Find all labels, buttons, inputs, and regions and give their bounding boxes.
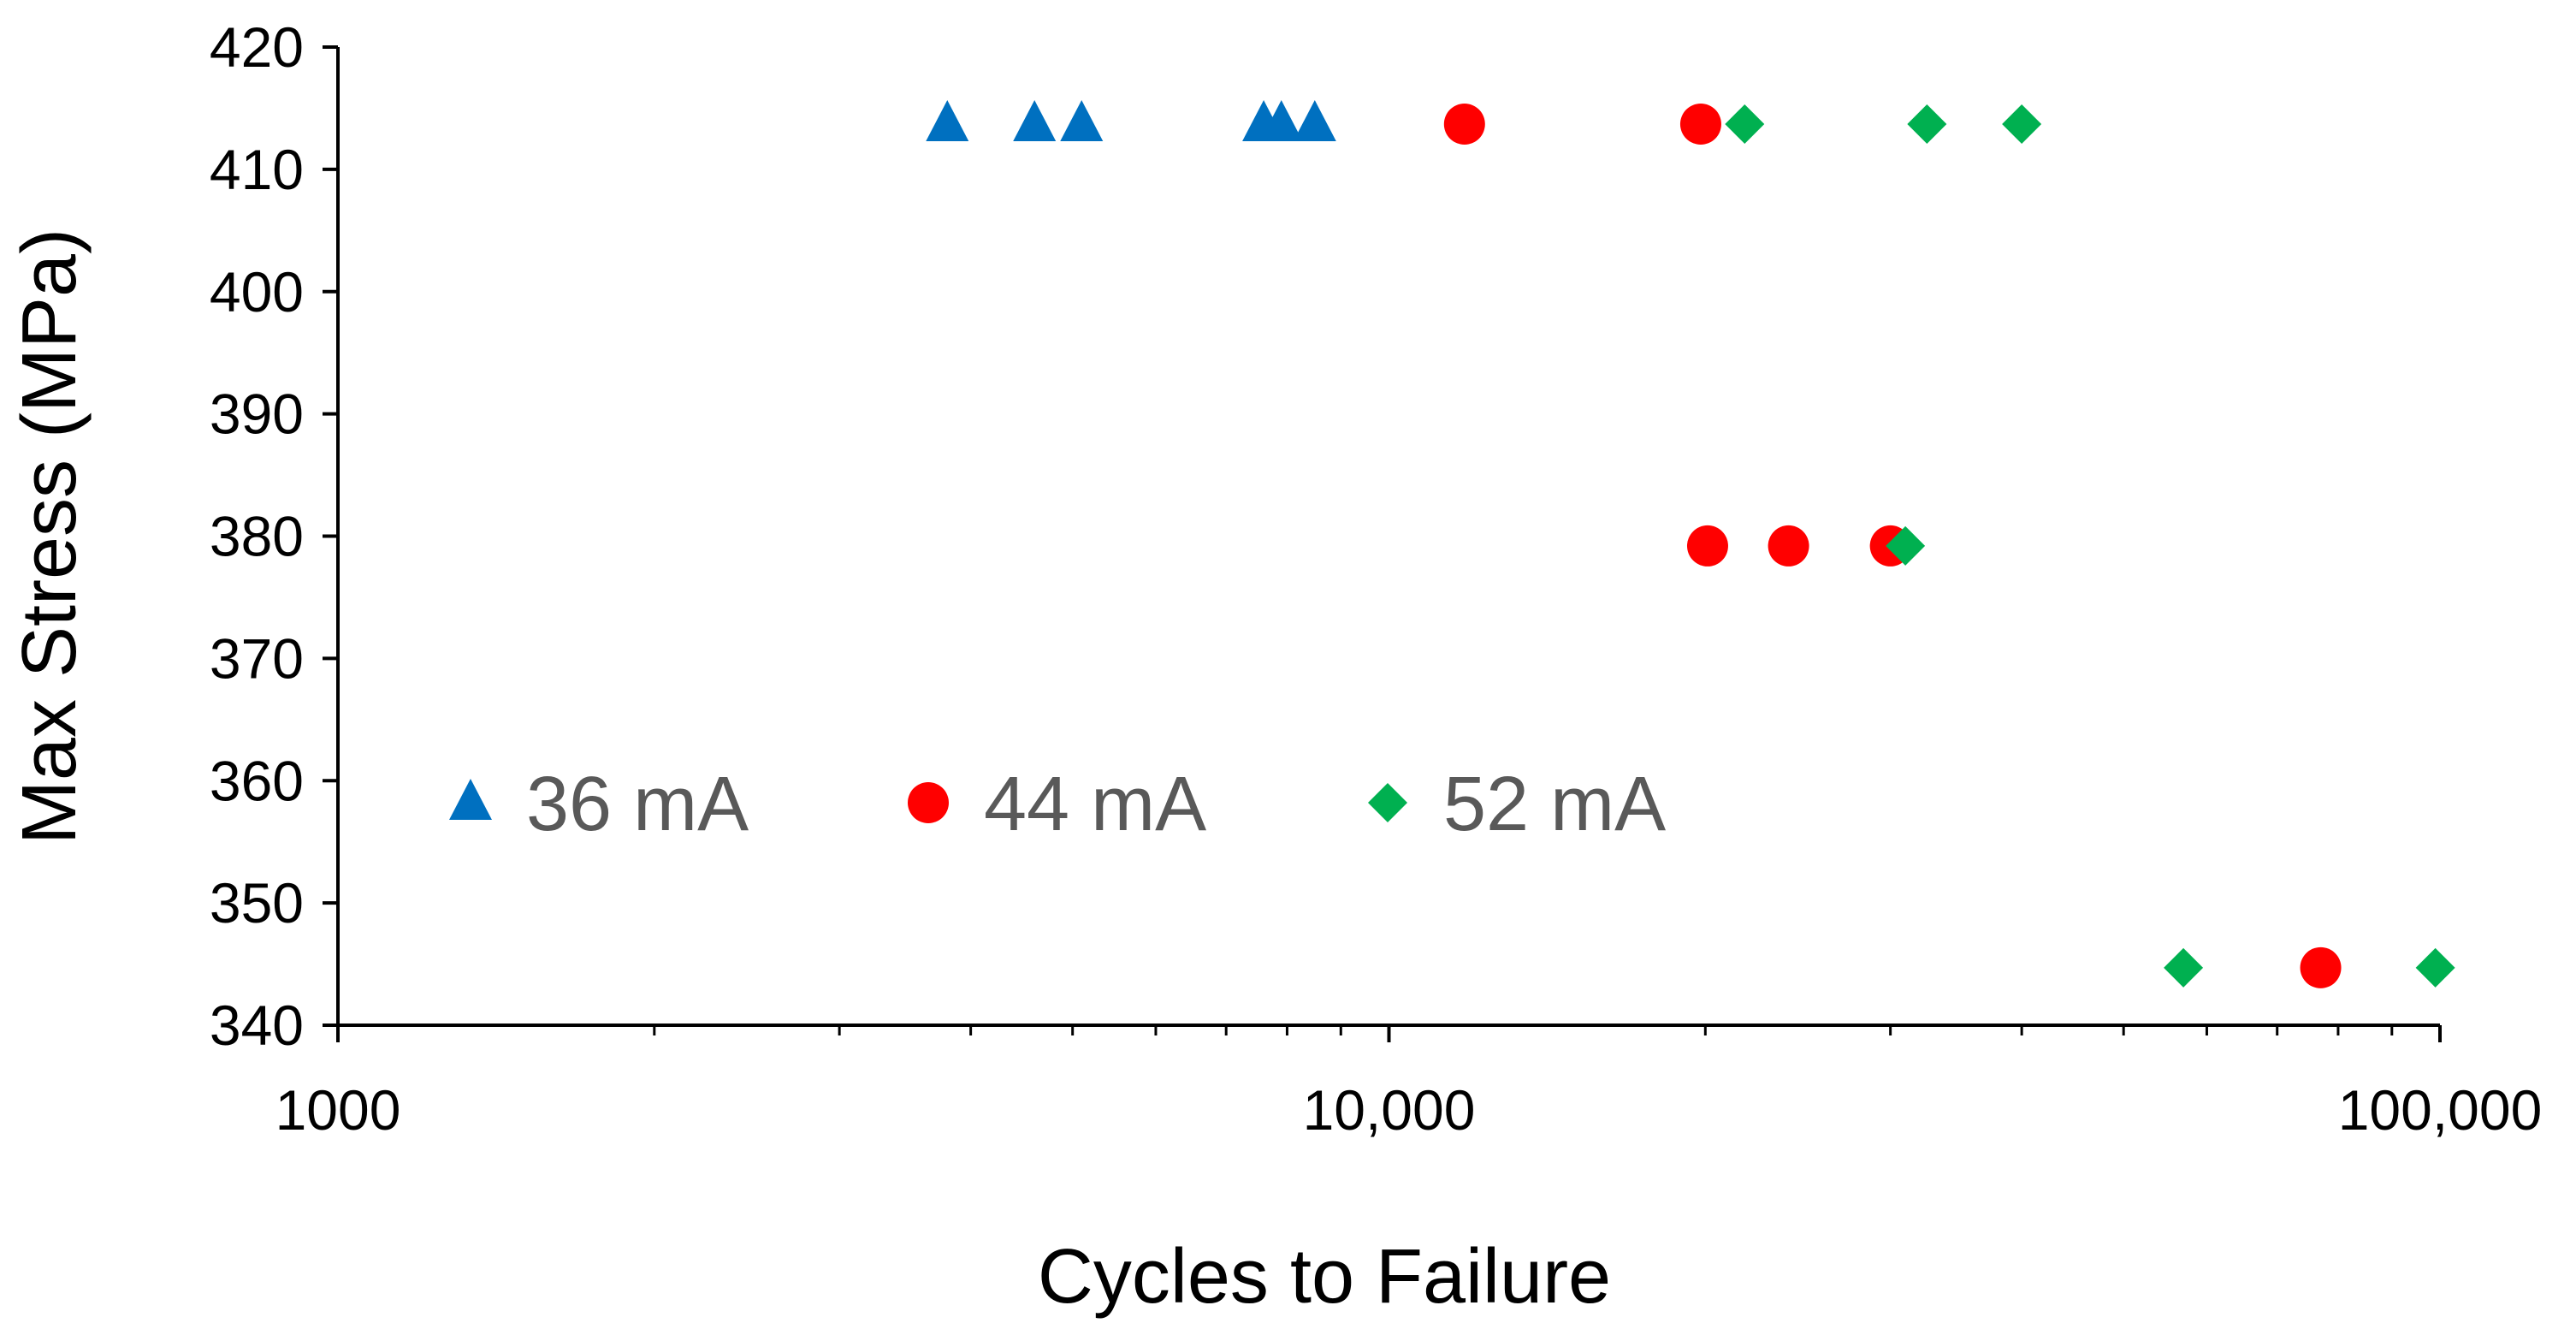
axes	[336, 47, 2440, 1027]
data-point-circle	[1686, 525, 1728, 567]
series-52-mA	[1725, 104, 2455, 988]
legend-marker-triangle	[449, 779, 492, 820]
legend-label: 52 mA	[1443, 762, 1666, 847]
data-point-diamond	[2164, 947, 2204, 988]
y-tick-label: 350	[210, 871, 304, 934]
data-point-triangle	[1060, 100, 1104, 142]
x-tick-label: 1000	[275, 1078, 401, 1142]
y-tick-label: 340	[210, 994, 304, 1057]
data-point-triangle	[1259, 100, 1303, 142]
legend-label: 36 mA	[526, 762, 749, 847]
y-tick-label: 370	[210, 626, 304, 690]
y-tick-label: 380	[210, 505, 304, 568]
data-point-diamond	[2002, 104, 2042, 145]
data-point-circle	[1679, 104, 1721, 145]
legend-item: 44 mA	[908, 762, 1206, 847]
x-ticks: 1000 10,000 100,000	[275, 1025, 2543, 1142]
data-point-diamond	[1907, 104, 1947, 145]
data-point-circle	[2300, 946, 2342, 988]
y-axis-title: Max Stress (MPa)	[7, 228, 92, 845]
legend-label: 44 mA	[984, 762, 1206, 847]
data-point-diamond	[1886, 525, 1926, 566]
y-tick-label: 400	[210, 260, 304, 323]
data-markers	[926, 100, 2455, 988]
data-point-diamond	[1725, 104, 1765, 145]
x-tick-label: 10,000	[1303, 1078, 1476, 1142]
x-tick-label: 100,000	[2338, 1078, 2543, 1142]
y-tick-label: 390	[210, 383, 304, 446]
y-tick-label: 410	[210, 138, 304, 201]
data-point-circle	[1443, 104, 1485, 145]
y-tick-label: 360	[210, 749, 304, 812]
data-point-circle	[1768, 525, 1809, 567]
data-point-diamond	[2415, 947, 2455, 988]
legend-item: 36 mA	[449, 762, 749, 847]
legend-item: 52 mA	[1368, 762, 1666, 847]
data-point-triangle	[926, 100, 969, 142]
x-axis-title: Cycles to Failure	[1038, 1234, 1611, 1320]
legend-marker-circle	[908, 782, 949, 823]
legend: 36 mA 44 mA 52 mA	[449, 762, 1666, 847]
data-point-triangle	[1293, 100, 1336, 142]
data-point-triangle	[1013, 100, 1057, 142]
y-tick-label: 420	[210, 15, 304, 79]
series-36-mA	[926, 100, 1336, 142]
y-ticks: 340 350 360 370 380 390 400 410 420	[210, 15, 338, 1057]
legend-marker-diamond	[1368, 783, 1407, 822]
